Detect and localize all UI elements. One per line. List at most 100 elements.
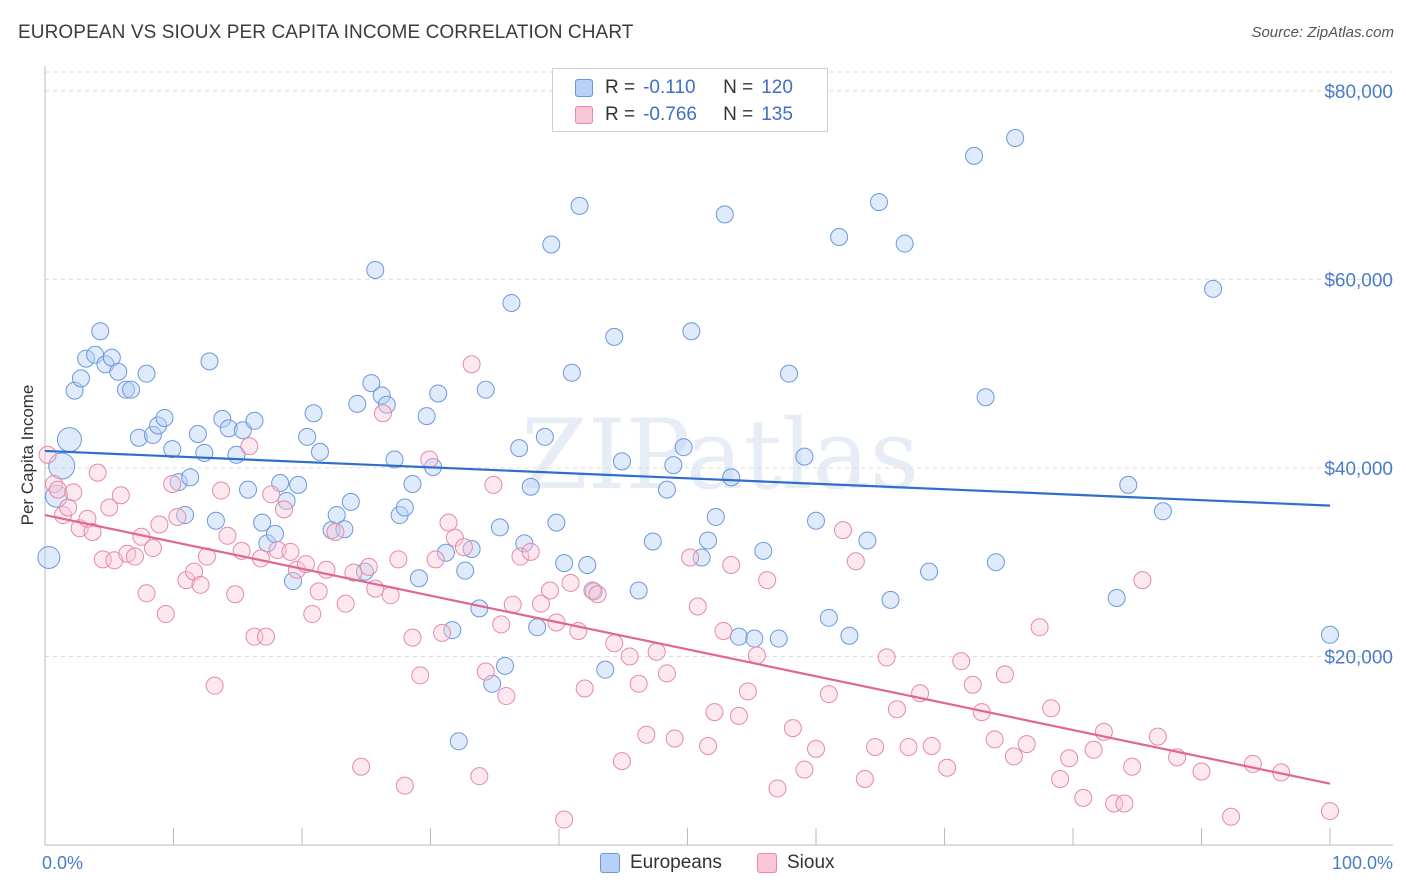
europeans-point bbox=[362, 374, 381, 393]
europeans-point bbox=[462, 539, 481, 558]
europeans-point bbox=[745, 629, 764, 648]
sioux-point bbox=[605, 634, 624, 653]
europeans-swatch bbox=[575, 79, 593, 97]
sioux-point bbox=[575, 679, 594, 698]
sioux-point bbox=[462, 355, 481, 374]
sioux-point bbox=[64, 483, 83, 502]
europeans-point bbox=[920, 562, 939, 581]
europeans-point bbox=[149, 416, 168, 435]
europeans-point bbox=[496, 656, 515, 675]
sioux-point bbox=[111, 486, 130, 505]
sioux-point bbox=[281, 542, 300, 561]
sioux-point bbox=[497, 687, 516, 706]
europeans-point bbox=[56, 427, 82, 453]
sioux-point bbox=[899, 737, 918, 756]
legend-row-europeans: R = -0.110 N = 120 bbox=[575, 77, 793, 99]
sioux-point bbox=[637, 725, 656, 744]
europeans-r-label: R = bbox=[605, 77, 636, 98]
sioux-point bbox=[100, 498, 119, 517]
europeans-point bbox=[155, 408, 174, 427]
europeans-point bbox=[1321, 625, 1339, 644]
sioux-point bbox=[83, 523, 102, 542]
europeans-point bbox=[129, 428, 148, 447]
sioux-point bbox=[588, 585, 607, 604]
sioux-point bbox=[995, 665, 1014, 684]
sioux-point bbox=[1051, 770, 1070, 789]
sioux-point bbox=[156, 605, 175, 624]
europeans-point bbox=[116, 380, 135, 399]
europeans-point bbox=[176, 506, 195, 525]
europeans-point bbox=[657, 480, 676, 499]
europeans-point bbox=[239, 480, 258, 499]
sioux-point bbox=[1030, 618, 1049, 637]
sioux-point bbox=[620, 647, 639, 666]
europeans-point bbox=[188, 424, 207, 443]
sioux-point bbox=[309, 582, 328, 601]
sioux-point bbox=[454, 538, 473, 557]
sioux-point bbox=[352, 757, 371, 776]
sioux-point bbox=[212, 481, 231, 500]
europeans-point bbox=[1107, 589, 1126, 608]
sioux-point bbox=[240, 437, 259, 456]
europeans-point bbox=[521, 477, 540, 496]
sioux-point bbox=[137, 584, 156, 603]
sioux-point bbox=[768, 779, 787, 798]
europeans-point bbox=[341, 492, 360, 511]
europeans-point bbox=[253, 513, 272, 532]
europeans-point bbox=[377, 395, 396, 414]
europeans-point bbox=[881, 590, 900, 609]
sioux-point bbox=[373, 404, 392, 423]
sioux-point bbox=[257, 627, 276, 646]
sioux-point bbox=[426, 550, 445, 569]
europeans-point bbox=[819, 608, 838, 627]
europeans-point bbox=[348, 394, 367, 413]
sioux-point bbox=[336, 594, 355, 613]
europeans-point bbox=[298, 427, 317, 446]
sioux-point bbox=[476, 662, 495, 681]
sioux-point bbox=[758, 571, 777, 590]
sioux-point bbox=[395, 776, 414, 795]
europeans-point bbox=[395, 498, 414, 517]
europeans-point bbox=[674, 438, 693, 457]
europeans-point bbox=[895, 234, 914, 253]
europeans-point bbox=[830, 227, 849, 246]
europeans-point bbox=[706, 507, 725, 526]
europeans-point bbox=[699, 531, 718, 550]
sioux-point bbox=[38, 445, 57, 464]
europeans-point bbox=[470, 599, 489, 618]
sioux-point bbox=[511, 547, 530, 566]
sioux-r-label: R = bbox=[605, 104, 636, 125]
europeans-point bbox=[403, 474, 422, 493]
europeans-point bbox=[1119, 475, 1138, 494]
europeans-point bbox=[71, 369, 90, 388]
europeans-point bbox=[37, 545, 61, 569]
sioux-point bbox=[1133, 571, 1152, 590]
sioux-point bbox=[665, 729, 684, 748]
europeans-point bbox=[48, 452, 76, 480]
sioux-swatch bbox=[575, 106, 593, 124]
europeans-point bbox=[682, 322, 701, 341]
sioux-point bbox=[1017, 735, 1036, 754]
sioux-point bbox=[699, 737, 718, 756]
sioux-point bbox=[738, 682, 757, 701]
europeans-point bbox=[284, 572, 303, 591]
europeans-point bbox=[1204, 279, 1223, 298]
sioux-point bbox=[150, 515, 169, 534]
sioux-point bbox=[403, 628, 422, 647]
europeans-point bbox=[664, 456, 683, 475]
europeans-point bbox=[200, 352, 219, 371]
bottom-sioux-swatch bbox=[757, 853, 777, 873]
sioux-point bbox=[612, 752, 631, 771]
sioux-point bbox=[561, 573, 580, 592]
europeans-point bbox=[612, 452, 631, 471]
europeans-point bbox=[528, 618, 547, 637]
y-tick-label: $20,000 bbox=[1324, 647, 1393, 668]
europeans-point bbox=[122, 380, 141, 399]
europeans-point bbox=[449, 732, 468, 751]
europeans-point bbox=[304, 404, 323, 423]
europeans-point bbox=[840, 626, 859, 645]
europeans-point bbox=[769, 629, 788, 648]
sioux-point bbox=[185, 562, 204, 581]
europeans-point bbox=[795, 447, 814, 466]
watermark: ZIPatlas bbox=[521, 399, 919, 511]
